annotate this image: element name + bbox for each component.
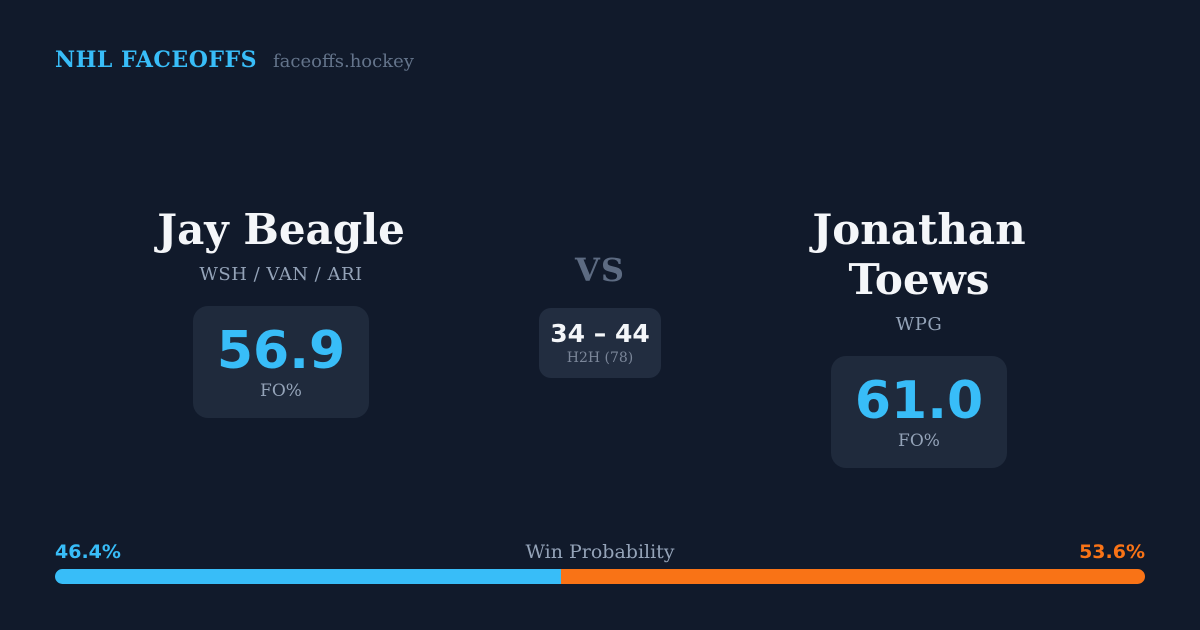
header: NHL FACEOFFS faceoffs.hockey — [55, 47, 414, 73]
h2h-label: H2H (78) — [566, 350, 634, 366]
site-url-text: faceoffs.hockey — [273, 51, 414, 72]
player-right-fo-value: 61.0 — [854, 370, 984, 431]
brand-logo-text: NHL FACEOFFS — [55, 47, 257, 73]
player-right-fo-label: FO% — [898, 430, 940, 451]
player-left-fo-value: 56.9 — [216, 320, 346, 381]
vs-label: VS — [575, 251, 625, 289]
player-left-fo-label: FO% — [260, 380, 302, 401]
player-right-column: Jonathan Toews WPG 61.0 FO% — [744, 205, 1094, 468]
win-probability-title: Win Probability — [525, 541, 675, 563]
win-bar-left — [55, 569, 561, 584]
player-left-column: Jay Beagle WSH / VAN / ARI 56.9 FO% — [106, 205, 456, 418]
win-probability-right-pct: 53.6% — [1079, 541, 1145, 563]
player-right-name: Jonathan Toews — [812, 205, 1026, 304]
player-left-fo-panel: 56.9 FO% — [193, 306, 369, 418]
versus-column: VS 34 – 44 H2H (78) — [500, 251, 700, 378]
player-left-name: Jay Beagle — [157, 205, 405, 254]
player-right-fo-panel: 61.0 FO% — [831, 356, 1007, 468]
win-bar-right — [560, 569, 1145, 584]
win-probability-labels: 46.4% Win Probability 53.6% — [55, 541, 1145, 563]
win-probability-bar — [55, 569, 1145, 584]
player-left-teams: WSH / VAN / ARI — [199, 264, 363, 285]
player-right-teams: WPG — [895, 314, 943, 335]
h2h-panel: 34 – 44 H2H (78) — [539, 308, 661, 378]
h2h-score: 34 – 44 — [550, 319, 650, 348]
win-probability-left-pct: 46.4% — [55, 541, 121, 563]
